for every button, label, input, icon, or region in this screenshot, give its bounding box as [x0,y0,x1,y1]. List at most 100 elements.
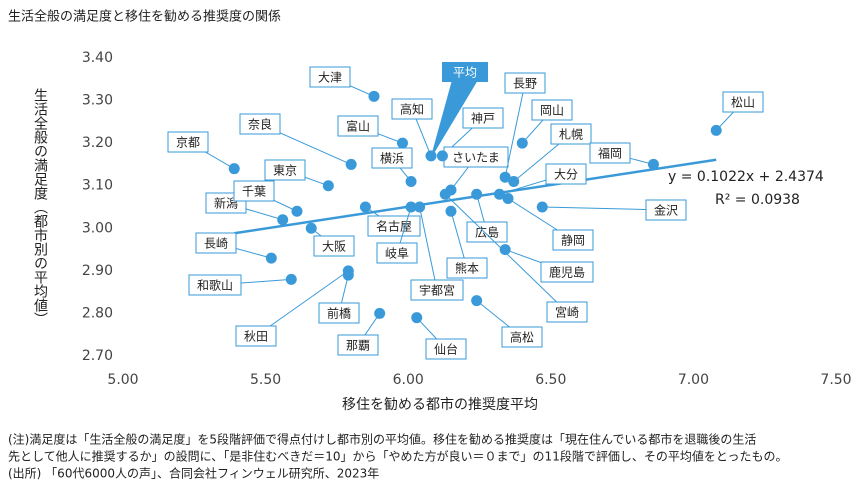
point [411,312,423,324]
point [445,205,457,217]
point-label: 福岡 [598,146,622,161]
label-box [466,221,508,243]
point [414,201,426,213]
label-box [589,142,631,164]
trendline-equation: y = 0.1022x + 2.4374 [668,169,824,185]
y-tick-label: 2.70 [82,348,113,364]
label-box [233,180,275,202]
label-box [371,147,413,169]
point [291,205,303,217]
point [368,90,380,102]
label-box [313,235,355,257]
point [228,163,240,175]
point [436,150,448,162]
point [471,295,483,307]
label-box [337,334,379,356]
point-label: 高知 [400,102,424,117]
point [516,137,528,149]
point-label: 千葉 [242,185,266,199]
callout-line [542,206,667,211]
point-label: さいたま [452,151,500,165]
point [502,192,514,204]
x-axis-label: 移住を勧める都市の推奨度平均 [342,396,538,413]
label-box [462,107,504,129]
label-box [309,66,351,88]
label-box [552,229,594,251]
point-label: 横浜 [380,152,404,166]
label-box [337,115,379,137]
point [277,214,289,226]
label-box [545,163,587,185]
label-box [239,113,281,135]
point [439,188,451,200]
point [305,222,317,234]
note: (注)満足度は「生活全般の満足度」を5段階評価で得点付けし都市別の平均値。移住を… [8,432,756,447]
point-label: 秋田 [244,330,268,344]
label-box [167,131,209,153]
point-label: 名古屋 [376,219,412,234]
label-box [504,72,546,94]
point-label: 宮崎 [555,305,579,320]
label-box [531,99,573,121]
label-box [318,302,360,324]
point-label: 富山 [346,119,370,134]
x-tick-label: 6.50 [535,372,566,388]
label-box [501,326,543,348]
point [508,175,520,187]
point [499,171,511,183]
point-label: 松山 [731,96,755,110]
point [345,158,357,170]
label-box [410,279,464,301]
point-label: 長野 [513,77,537,91]
point-label: 新潟 [214,196,238,211]
x-tick-label: 7.00 [678,372,709,388]
point-label: 神戸 [471,112,495,126]
point-label: 高松 [510,330,534,345]
point [493,188,505,200]
point [405,175,417,187]
y-tick-label: 3.00 [82,220,113,236]
label-box [722,91,764,113]
point-label: 札幌 [559,127,583,142]
y-tick-label: 3.30 [82,93,113,109]
point-label: 金沢 [654,203,678,218]
label-box [550,123,592,145]
label-box [546,301,588,323]
point-label: 岡山 [540,104,564,118]
callout-line [255,270,349,337]
label-box [195,232,237,254]
point [647,158,659,170]
point [265,252,277,264]
point-label: 大阪 [322,240,346,254]
point [359,201,371,213]
label-box [235,325,277,347]
r-squared: R² = 0.0938 [715,192,800,208]
point-label: 和歌山 [197,278,233,293]
average-label: 平均 [453,66,477,80]
y-tick-label: 3.10 [82,178,113,194]
x-tick-label: 5.50 [250,372,281,388]
label-box [188,274,242,296]
point-label: 大津 [318,71,342,85]
y-tick-label: 3.20 [82,135,113,151]
y-tick-label: 3.40 [82,50,113,66]
label-box [376,242,418,264]
point-label: 奈良 [248,117,272,132]
point [342,269,354,281]
point-label: 熊本 [455,261,479,276]
x-tick-label: 5.00 [107,372,138,388]
y-tick-label: 2.80 [82,305,113,321]
point-label: 長崎 [204,237,228,251]
point-label: 那覇 [346,339,370,353]
point [322,180,334,192]
point-label: 京都 [176,136,200,150]
label-box [446,257,488,279]
y-tick-label: 2.90 [82,263,113,279]
point [405,201,417,213]
point [471,188,483,200]
point-label: 静岡 [561,234,585,248]
point-label: 岐阜 [385,247,409,261]
point [536,201,548,213]
point [374,307,386,319]
